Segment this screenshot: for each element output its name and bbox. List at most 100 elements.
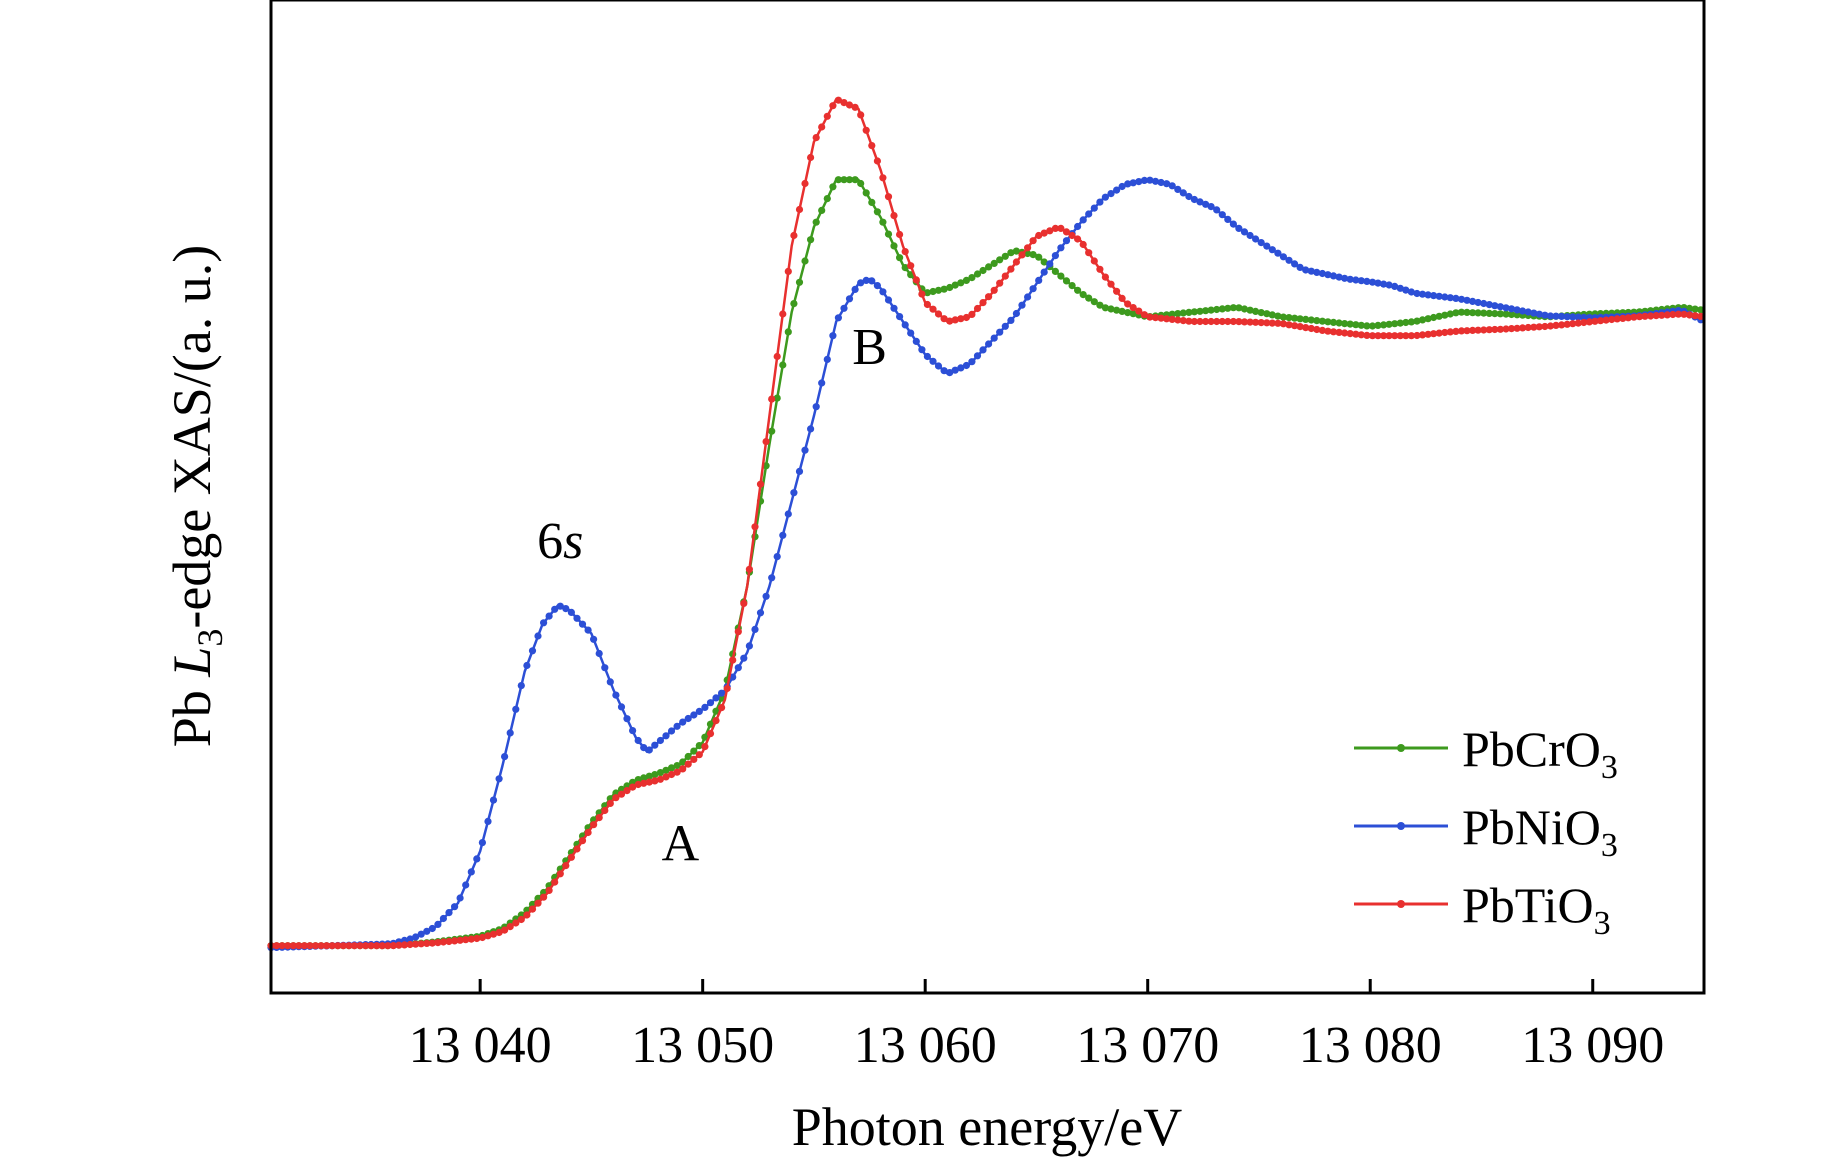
data-point-pbcro3 bbox=[851, 176, 859, 184]
data-point-pbcro3 bbox=[1469, 309, 1477, 317]
data-point-pbnio3 bbox=[656, 736, 665, 745]
data-point-pbnio3 bbox=[1569, 313, 1577, 321]
data-point-pbnio3 bbox=[929, 357, 937, 365]
data-point-pbtio3 bbox=[629, 783, 637, 791]
data-point-pbnio3 bbox=[1491, 302, 1499, 310]
data-point-pbnio3 bbox=[1163, 180, 1171, 188]
data-point-pbnio3 bbox=[1157, 178, 1165, 187]
data-point-pbtio3 bbox=[540, 893, 548, 901]
data-point-pbnio3 bbox=[812, 403, 820, 411]
data-point-pbnio3 bbox=[578, 620, 587, 628]
data-point-pbnio3 bbox=[784, 510, 792, 518]
data-point-pbnio3 bbox=[1213, 206, 1221, 214]
data-point-pbnio3 bbox=[1318, 269, 1326, 278]
series-pbtio3 bbox=[267, 96, 1705, 950]
data-point-pbnio3 bbox=[1335, 273, 1343, 281]
x-tick-label-13070: 13 070 bbox=[1076, 1017, 1219, 1074]
data-point-pbtio3 bbox=[1391, 332, 1399, 340]
data-point-pbnio3 bbox=[1380, 280, 1388, 288]
data-point-pbcro3 bbox=[1218, 305, 1226, 313]
data-point-pbcro3 bbox=[1685, 304, 1694, 312]
data-point-pbcro3 bbox=[1441, 311, 1449, 319]
data-point-pbtio3 bbox=[718, 704, 726, 712]
data-point-pbtio3 bbox=[1585, 318, 1593, 326]
data-point-pbcro3 bbox=[1118, 307, 1126, 315]
data-point-pbtio3 bbox=[1202, 317, 1210, 326]
data-point-pbtio3 bbox=[957, 315, 965, 323]
data-point-pbnio3 bbox=[1001, 322, 1009, 330]
data-point-pbnio3 bbox=[1118, 182, 1126, 191]
data-point-pbtio3 bbox=[829, 102, 837, 110]
data-point-pbnio3 bbox=[439, 914, 447, 923]
data-point-pbtio3 bbox=[795, 205, 804, 214]
data-point-pbtio3 bbox=[273, 942, 281, 950]
data-point-pbtio3 bbox=[311, 942, 320, 950]
x-tick-label-13040: 13 040 bbox=[409, 1017, 552, 1074]
data-point-pbcro3 bbox=[807, 236, 815, 244]
data-point-pbcro3 bbox=[1341, 320, 1349, 328]
data-point-pbtio3 bbox=[1307, 324, 1315, 333]
data-point-pbtio3 bbox=[851, 103, 859, 111]
data-point-pbtio3 bbox=[1113, 287, 1121, 295]
data-point-pbcro3 bbox=[1229, 304, 1237, 312]
data-point-pbtio3 bbox=[1535, 323, 1543, 331]
data-point-pbnio3 bbox=[1291, 260, 1299, 268]
data-point-pbnio3 bbox=[907, 329, 915, 337]
data-point-pbcro3 bbox=[1051, 267, 1059, 275]
data-point-pbcro3 bbox=[712, 707, 720, 715]
x-tick-label-13050: 13 050 bbox=[631, 1017, 774, 1074]
data-point-pbcro3 bbox=[1368, 322, 1377, 330]
data-point-pbtio3 bbox=[1680, 310, 1688, 318]
data-point-pbtio3 bbox=[929, 305, 937, 313]
data-point-pbtio3 bbox=[1647, 312, 1655, 320]
data-point-pbnio3 bbox=[884, 296, 893, 304]
data-point-pbcro3 bbox=[1012, 247, 1021, 255]
data-point-pbtio3 bbox=[973, 304, 982, 313]
data-point-pbtio3 bbox=[1363, 331, 1371, 339]
data-point-pbtio3 bbox=[439, 938, 447, 946]
data-point-pbtio3 bbox=[1630, 313, 1638, 321]
data-point-pbnio3 bbox=[1135, 178, 1143, 186]
legend-label-pbtio3: PbTiO3 bbox=[1462, 877, 1611, 942]
data-point-pbtio3 bbox=[1190, 317, 1198, 326]
data-point-pbcro3 bbox=[1190, 308, 1198, 316]
data-point-pbnio3 bbox=[979, 346, 987, 354]
data-point-pbtio3 bbox=[467, 935, 475, 943]
x-axis-title: Photon energy/eV bbox=[792, 1097, 1182, 1157]
data-point-pbtio3 bbox=[907, 262, 915, 270]
data-point-pbnio3 bbox=[1035, 276, 1043, 284]
data-point-pbcro3 bbox=[1380, 321, 1388, 329]
data-point-pbcro3 bbox=[823, 195, 831, 203]
data-point-pbtio3 bbox=[1135, 307, 1143, 315]
data-point-pbtio3 bbox=[1346, 330, 1354, 338]
data-point-pbnio3 bbox=[896, 313, 904, 321]
data-point-pbcro3 bbox=[1335, 319, 1343, 327]
data-point-pbtio3 bbox=[1324, 327, 1332, 335]
data-point-pbtio3 bbox=[489, 930, 498, 938]
data-point-pbtio3 bbox=[801, 179, 809, 188]
data-point-pbtio3 bbox=[784, 267, 792, 275]
data-point-pbtio3 bbox=[1268, 319, 1276, 327]
data-point-pbtio3 bbox=[584, 828, 592, 837]
data-point-pbtio3 bbox=[1257, 319, 1265, 327]
data-point-pbcro3 bbox=[1435, 312, 1443, 320]
data-point-pbtio3 bbox=[1263, 319, 1271, 327]
data-point-pbnio3 bbox=[640, 744, 648, 752]
data-point-pbcro3 bbox=[940, 285, 948, 293]
legend: PbCrO3 PbNiO3 PbTiO3 bbox=[1354, 721, 1618, 942]
data-point-pbcro3 bbox=[1313, 317, 1321, 325]
data-point-pbtio3 bbox=[1229, 317, 1237, 326]
data-point-pbcro3 bbox=[1124, 309, 1132, 317]
data-point-pbnio3 bbox=[1402, 286, 1410, 294]
data-point-pbnio3 bbox=[890, 304, 898, 312]
data-point-pbnio3 bbox=[1113, 186, 1121, 194]
data-point-pbtio3 bbox=[1318, 326, 1326, 334]
data-point-pbtio3 bbox=[951, 316, 959, 324]
data-point-pbtio3 bbox=[1029, 237, 1037, 245]
data-point-pbnio3 bbox=[1179, 189, 1187, 197]
annotations: 6s A B bbox=[537, 319, 887, 872]
data-point-pbnio3 bbox=[1196, 198, 1204, 206]
data-point-pbtio3 bbox=[1040, 229, 1048, 237]
data-point-pbnio3 bbox=[1257, 239, 1265, 247]
data-point-pbcro3 bbox=[923, 289, 932, 297]
